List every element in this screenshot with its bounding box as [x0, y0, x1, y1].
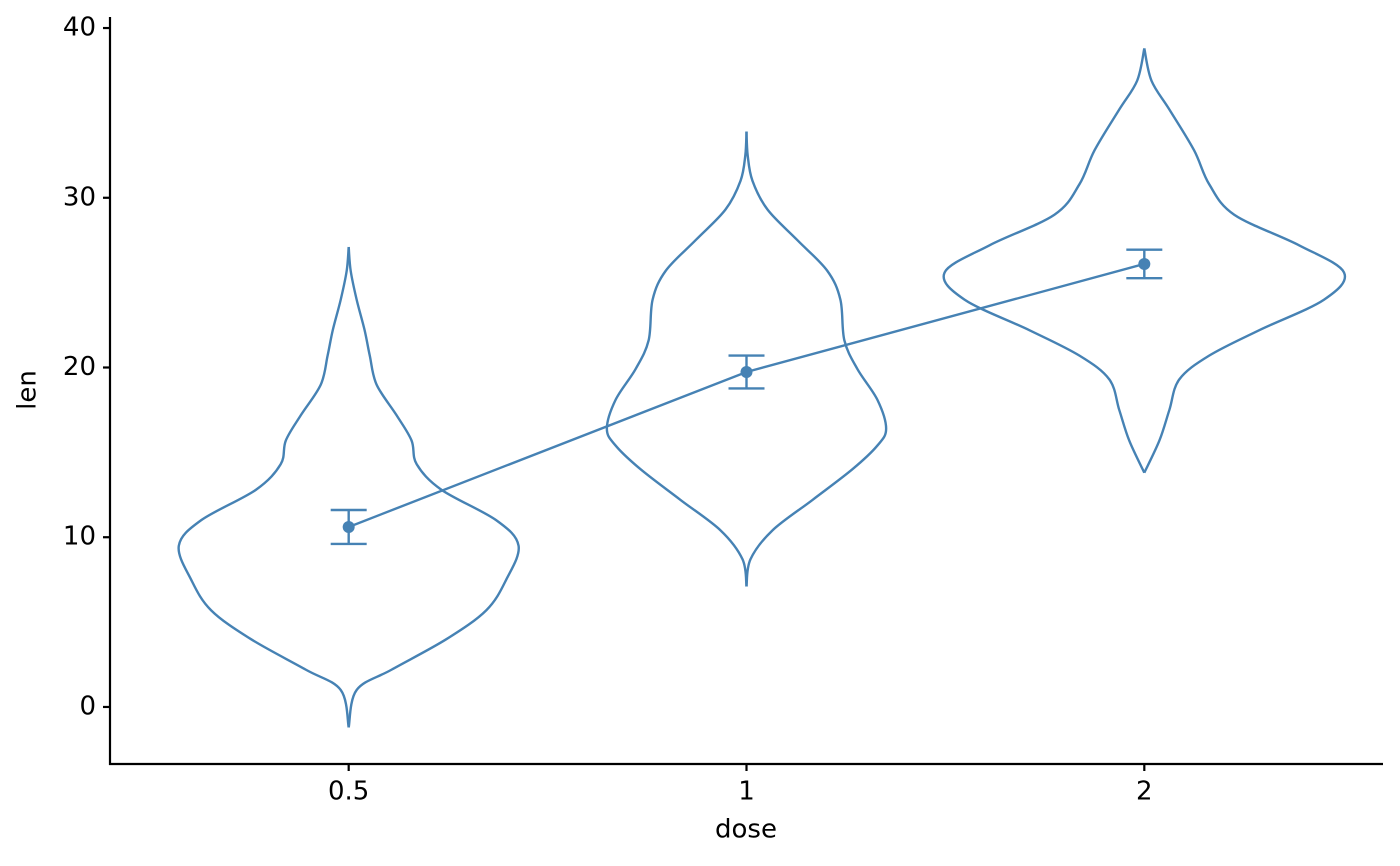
x-axis-label: dose — [715, 815, 777, 845]
violin-outline — [605, 131, 748, 587]
violin-outline — [942, 48, 1146, 474]
y-axis-label: len — [13, 370, 43, 410]
violin-outline — [1143, 48, 1347, 474]
x-tick-label: 2 — [1136, 777, 1153, 807]
mean-point — [740, 365, 753, 378]
y-tick-label: 20 — [63, 352, 96, 382]
y-tick-label: 10 — [63, 522, 96, 552]
violin-outline — [177, 246, 350, 728]
violin-outline — [347, 246, 520, 728]
y-tick-label: 40 — [63, 13, 96, 43]
violin-outline — [745, 131, 888, 587]
y-tick-label: 30 — [63, 182, 96, 212]
x-tick-label: 1 — [738, 777, 755, 807]
mean-point — [1138, 257, 1151, 270]
mean-point — [342, 520, 355, 533]
mean-line — [348, 262, 1145, 529]
x-tick-label: 0.5 — [328, 777, 369, 807]
y-tick-label: 0 — [79, 691, 96, 721]
